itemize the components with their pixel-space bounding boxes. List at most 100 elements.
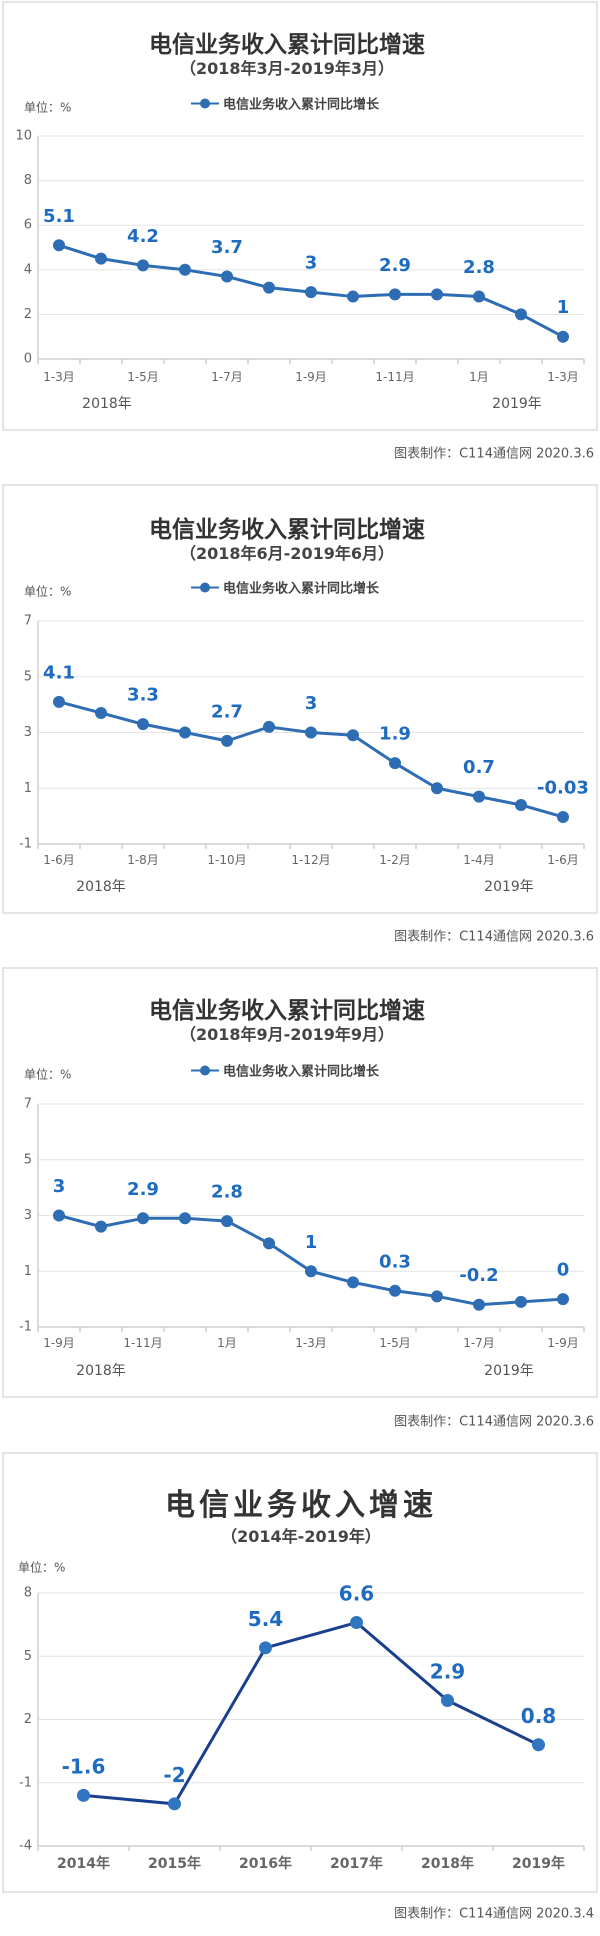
chart3-x-tick-label: 1-5月 — [379, 1336, 411, 1350]
chart3-y-tick-label: 5 — [24, 1152, 32, 1167]
chart1-legend: 电信业务收入累计同比增长 — [191, 94, 379, 113]
chart2-data-point — [557, 810, 569, 823]
chart3-y-tick-label: 7 — [24, 1097, 32, 1112]
legend-line-marker-icon — [191, 1065, 219, 1075]
chart1-data-point — [515, 308, 527, 321]
chart3-data-label: -0.2 — [459, 1265, 498, 1286]
chart4-subtitle: （2014年-2019年） — [221, 1527, 381, 1546]
chart2-data-point — [389, 757, 401, 770]
chart1-year-label: 2018年 — [82, 396, 132, 412]
chart1-legend-label: 电信业务收入累计同比增长 — [223, 97, 380, 113]
chart1-data-point — [389, 288, 401, 301]
chart4-y-tick-label: 8 — [24, 1586, 32, 1601]
chart4-series-line — [83, 1621, 540, 1806]
chart1-x-tick-label: 1-9月 — [295, 370, 327, 384]
chart3-subtitle: （2018年9月-2019年9月） — [180, 1025, 394, 1044]
chart4-y-tick-label: -4 — [19, 1839, 32, 1854]
chart1-x-tick-label: 1-3月 — [547, 370, 579, 384]
chart3-data-point — [515, 1295, 527, 1308]
chart4-x-tick-label: 2015年 — [148, 1855, 201, 1872]
chart4-data-label: 0.8 — [521, 1704, 556, 1728]
chart2-x-tick-label: 1-6月 — [547, 853, 579, 867]
chart2-x-tick-label: 1-6月 — [43, 853, 75, 867]
chart4-x-tick-label: 2014年 — [57, 1855, 110, 1872]
chart3-data-point — [263, 1237, 275, 1250]
chart3-data-point — [557, 1293, 569, 1306]
chart4-data-point — [77, 1788, 90, 1802]
chart3-data-label: 3 — [53, 1176, 66, 1197]
chart1-data-point — [137, 259, 149, 272]
chart3-x-tick-label: 1-9月 — [547, 1336, 579, 1350]
chart1-data-label: 3 — [305, 253, 318, 274]
chart1-x-tick-label: 1-7月 — [211, 370, 243, 384]
chart3-x-tick-label: 1-7月 — [463, 1336, 495, 1350]
chart2-data-point — [53, 695, 65, 708]
chart2-data-point — [515, 798, 527, 811]
chart1-x-tick-label: 1-3月 — [43, 370, 75, 384]
chart3-legend-label: 电信业务收入累计同比增长 — [223, 1064, 380, 1080]
chart1-x-tick-label: 1月 — [469, 370, 489, 384]
chart3-title: 电信业务收入累计同比增速 — [149, 998, 425, 1024]
chart4-data-point — [441, 1694, 454, 1708]
chart3-panel — [2, 967, 598, 1398]
chart3-data-point — [431, 1290, 443, 1303]
chart4-title: 电信业务收入增速 — [165, 1488, 437, 1523]
chart4-y-tick-label: 2 — [24, 1712, 32, 1727]
chart3-x-tick-label: 1月 — [217, 1336, 237, 1350]
legend-line-marker-icon — [191, 582, 219, 592]
chart2-data-point — [95, 706, 107, 719]
chart3-legend: 电信业务收入累计同比增长 — [191, 1061, 379, 1080]
chart4-footer: 图表制作：C114通信网 2020.3.4 — [394, 1906, 594, 1922]
chart1-data-point — [263, 281, 275, 294]
chart2-data-point — [473, 790, 485, 803]
chart4-data-point — [532, 1738, 545, 1752]
chart1-subtitle: （2018年3月-2019年3月） — [180, 59, 394, 78]
chart3-data-point — [221, 1215, 233, 1228]
chart2-data-point — [179, 726, 191, 739]
chart4-data-point — [168, 1797, 181, 1811]
chart2-data-label: 2.7 — [211, 701, 243, 722]
chart1-data-point — [347, 290, 359, 303]
chart3-year-label: 2019年 — [484, 1363, 534, 1379]
chart4-data-label: -1.6 — [62, 1754, 106, 1778]
chart2-title: 电信业务收入累计同比增速 — [149, 517, 425, 543]
chart2-unit: 单位：% — [24, 584, 72, 599]
chart3-data-point — [305, 1265, 317, 1278]
chart3-y-tick-label: -1 — [19, 1320, 32, 1335]
chart3-data-label: 2.8 — [211, 1182, 243, 1203]
chart1-data-point — [179, 263, 191, 276]
chart3-footer: 图表制作：C114通信网 2020.3.6 — [394, 1414, 594, 1430]
chart1-title: 电信业务收入累计同比增速 — [149, 32, 425, 58]
chart1-y-tick-label: 4 — [24, 262, 32, 277]
chart3-y-tick-label: 3 — [24, 1208, 32, 1223]
chart1-y-tick-label: 2 — [24, 307, 32, 322]
chart3-series-line — [58, 1214, 564, 1307]
chart3-data-point — [179, 1212, 191, 1225]
chart1-y-tick-label: 6 — [24, 218, 32, 233]
chart3-data-point — [473, 1298, 485, 1311]
chart1-data-point — [305, 286, 317, 299]
chart2-data-point — [221, 734, 233, 747]
chart4-x-tick-label: 2017年 — [330, 1855, 383, 1872]
chart4-x-tick-label: 2018年 — [421, 1855, 474, 1872]
chart4-y-tick-label: 5 — [24, 1649, 32, 1664]
chart1-data-point — [53, 239, 65, 252]
chart3-data-label: 0 — [557, 1260, 570, 1281]
chart4-data-point — [259, 1641, 272, 1655]
chart3-data-point — [53, 1209, 65, 1222]
chart1-data-label: 3.7 — [211, 237, 243, 258]
chart1-y-tick-label: 8 — [24, 173, 32, 188]
chart2-data-label: 1.9 — [379, 724, 411, 745]
chart2-y-tick-label: -1 — [19, 837, 32, 852]
chart2-x-tick-label: 1-10月 — [207, 853, 246, 867]
chart4-data-label: -2 — [163, 1763, 185, 1787]
chart3-unit: 单位：% — [24, 1067, 72, 1082]
chart2-panel — [2, 484, 598, 914]
chart2-data-point — [305, 726, 317, 739]
chart3-data-point — [347, 1276, 359, 1289]
chart3-data-point — [137, 1212, 149, 1225]
chart2-data-point — [431, 782, 443, 795]
chart3-data-label: 1 — [305, 1232, 318, 1253]
